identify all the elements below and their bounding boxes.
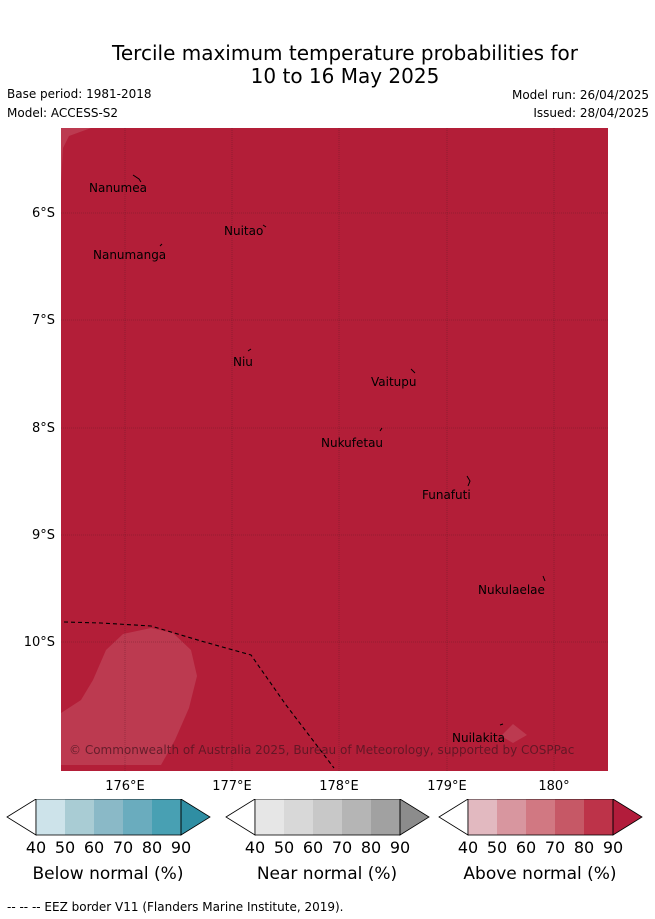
colorbar-below-min-arrow (6, 799, 37, 836)
model-name: Model: ACCESS-S2 (7, 106, 119, 120)
colorbar-below-tick-60: 60 (83, 838, 105, 857)
colorbar-above-tick-80: 80 (573, 838, 595, 857)
colorbar-near-band-80 (371, 799, 400, 835)
island-nanumea (132, 174, 142, 183)
colorbar-near-label: Near normal (%) (256, 864, 398, 884)
light-patch-small (501, 724, 527, 743)
lat-tick-8s: 8°S (31, 421, 55, 436)
colorbar-above-outline (467, 799, 614, 836)
colorbar-near-band-70 (342, 799, 371, 835)
colorbar-below-normal: 40 50 60 70 80 90 Below normal (%) (0, 799, 215, 889)
colorbar-above-min-arrow (438, 799, 469, 836)
colorbar-below-band-40 (36, 799, 65, 835)
colorbar-below-outline (35, 799, 182, 836)
place-niu: Niu (233, 355, 253, 369)
model-run: Model run: 26/04/2025 (511, 88, 649, 102)
colorbar-above-band-70 (555, 799, 584, 835)
island-nanumanga (159, 243, 163, 247)
island-outlines (132, 174, 546, 726)
colorbar-below-swatches (6, 799, 211, 836)
place-nuilakita: Nuilakita (452, 731, 505, 745)
lon-tick-179e: 179°E (427, 779, 467, 794)
island-nuilakita (499, 723, 504, 726)
lon-tick-176e: 176°E (105, 779, 145, 794)
colorbar-above-normal: 40 50 60 70 80 90 Above normal (%) (432, 799, 647, 889)
place-nukulaelae: Nukulaelae (478, 583, 545, 597)
lon-tick-180: 180° (538, 779, 570, 794)
colorbar-above-label: Above normal (%) (463, 864, 617, 884)
colorbar-near-outline (254, 799, 401, 836)
colorbar-near-normal: 40 50 60 70 80 90 Near normal (%) (219, 799, 434, 889)
colorbar-near-swatches (225, 799, 430, 836)
place-funafuti: Funafuti (422, 488, 471, 502)
colorbar-near-tick-60: 60 (302, 838, 324, 857)
colorbar-near-tick-90: 90 (389, 838, 411, 857)
title-line-2: 10 to 16 May 2025 (250, 64, 440, 88)
colorbar-below-tick-50: 50 (54, 838, 76, 857)
colorbar-above-swatches (438, 799, 643, 836)
colorbar-below-band-50 (65, 799, 94, 835)
colorbar-above-tick-60: 60 (515, 838, 537, 857)
chart-title: Tercile maximum temperature probabilitie… (0, 42, 655, 88)
colorbar-above-tick-70: 70 (544, 838, 566, 857)
place-nanumanga: Nanumanga (93, 248, 166, 262)
island-vaitupu (410, 368, 416, 374)
island-nukulaelae (542, 575, 546, 582)
copyright-notice: © Commonwealth of Australia 2025, Bureau… (69, 743, 574, 757)
colorbar-below-tick-90: 90 (170, 838, 192, 857)
colorbar-below-band-60 (94, 799, 123, 835)
colorbar-near-max-arrow (399, 799, 430, 836)
colorbar-near-tick-40: 40 (244, 838, 266, 857)
island-nukufetau (379, 427, 383, 432)
island-niu (247, 348, 252, 352)
lon-tick-178e: 178°E (319, 779, 359, 794)
issued-date: Issued: 28/04/2025 (533, 106, 649, 120)
island-nuitao (262, 224, 267, 228)
place-vaitupu: Vaitupu (371, 375, 417, 389)
colorbar-below-max-arrow (180, 799, 211, 836)
lat-tick-6s: 6°S (31, 206, 55, 221)
place-nanumea: Nanumea (89, 181, 147, 195)
colorbar-below-tick-80: 80 (141, 838, 163, 857)
colorbar-below-band-70 (123, 799, 152, 835)
lat-tick-9s: 9°S (31, 528, 55, 543)
colorbar-above-band-40 (468, 799, 497, 835)
colorbar-below-tick-40: 40 (25, 838, 47, 857)
colorbar-near-band-40 (255, 799, 284, 835)
colorbar-above-tick-40: 40 (457, 838, 479, 857)
lat-tick-7s: 7°S (31, 313, 55, 328)
colorbar-near-band-50 (284, 799, 313, 835)
island-funafuti (466, 475, 471, 487)
colorbar-near-tick-80: 80 (360, 838, 382, 857)
colorbar-above-max-arrow (612, 799, 643, 836)
colorbar-near-tick-70: 70 (331, 838, 353, 857)
probability-map: Nanumea Nuitao Nanumanga Niu Vaitupu Nuk… (61, 128, 608, 771)
light-patch-bottom (61, 628, 197, 765)
colorbar-near-band-60 (313, 799, 342, 835)
colorbar-near-min-arrow (225, 799, 256, 836)
light-patch-top (61, 128, 91, 183)
eez-border (63, 621, 335, 769)
base-period: Base period: 1981-2018 (7, 87, 152, 101)
title-line-1: Tercile maximum temperature probabilitie… (112, 41, 578, 65)
colorbar-above-tick-50: 50 (486, 838, 508, 857)
colorbar-below-tick-70: 70 (112, 838, 134, 857)
colorbar-above-band-50 (497, 799, 526, 835)
eez-footnote: -- -- -- EEZ border V11 (Flanders Marine… (7, 900, 344, 914)
place-nuitao: Nuitao (224, 224, 263, 238)
place-nukufetau: Nukufetau (321, 436, 383, 450)
colorbar-above-band-80 (584, 799, 613, 835)
colorbar-above-tick-90: 90 (602, 838, 624, 857)
colorbar-above-band-60 (526, 799, 555, 835)
lat-tick-10s: 10°S (23, 635, 55, 650)
colorbar-below-label: Below normal (%) (32, 864, 184, 884)
lon-tick-177e: 177°E (212, 779, 252, 794)
colorbar-below-band-80 (152, 799, 181, 835)
colorbar-near-tick-50: 50 (273, 838, 295, 857)
